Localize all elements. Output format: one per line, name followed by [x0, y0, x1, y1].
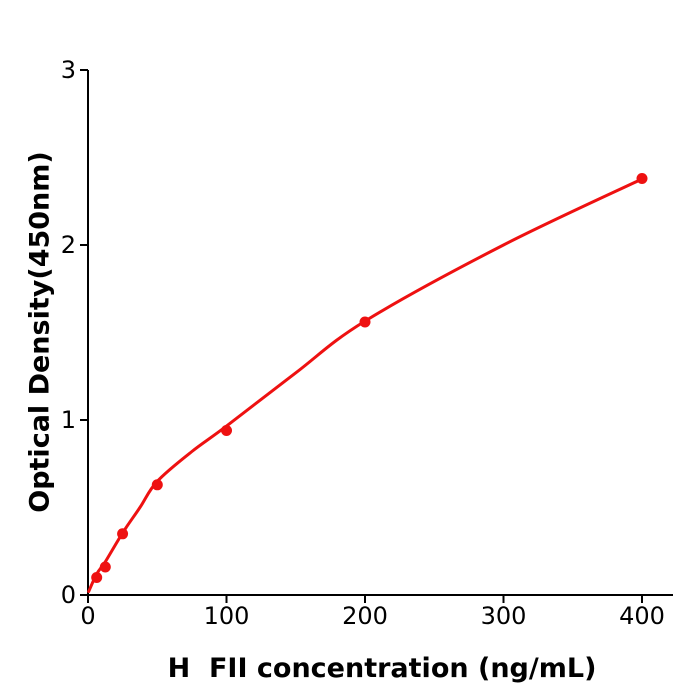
x-tick-label: 400: [619, 602, 665, 630]
y-tick-label: 1: [61, 406, 76, 434]
data-point: [359, 316, 371, 328]
data-point: [91, 572, 103, 583]
x-tick-label: 300: [481, 602, 527, 630]
data-point: [99, 561, 111, 573]
fit-curve: [87, 177, 644, 593]
y-tick-label: 3: [61, 56, 76, 84]
y-tick-label: 2: [61, 231, 76, 259]
y-tick-label: 0: [61, 581, 76, 609]
data-point: [221, 425, 232, 436]
y-axis-title: Optical Density(450nm): [24, 151, 56, 513]
x-tick-label: 200: [342, 602, 388, 630]
x-axis-title: H FII concentration (ng/mL): [167, 653, 597, 684]
x-tick-label: 100: [204, 602, 250, 630]
x-tick-label: 0: [80, 602, 95, 630]
data-point: [151, 479, 163, 491]
data-point: [117, 528, 129, 540]
data-point: [636, 173, 648, 184]
